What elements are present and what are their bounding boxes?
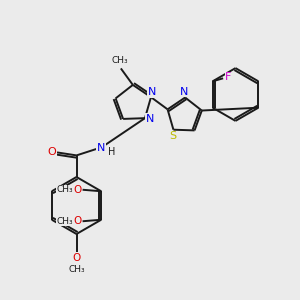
Text: CH₃: CH₃ xyxy=(56,217,73,226)
Text: CH₃: CH₃ xyxy=(56,185,73,194)
Text: N: N xyxy=(97,143,105,153)
Text: CH₃: CH₃ xyxy=(112,56,129,64)
Text: O: O xyxy=(73,185,81,195)
Text: CH₃: CH₃ xyxy=(68,265,85,274)
Text: N: N xyxy=(148,87,156,97)
Text: N: N xyxy=(180,86,189,97)
Text: O: O xyxy=(72,253,81,263)
Text: S: S xyxy=(169,131,176,141)
Text: H: H xyxy=(108,147,116,158)
Text: O: O xyxy=(47,147,56,158)
Text: N: N xyxy=(146,114,154,124)
Text: F: F xyxy=(225,72,232,82)
Text: O: O xyxy=(73,216,81,226)
